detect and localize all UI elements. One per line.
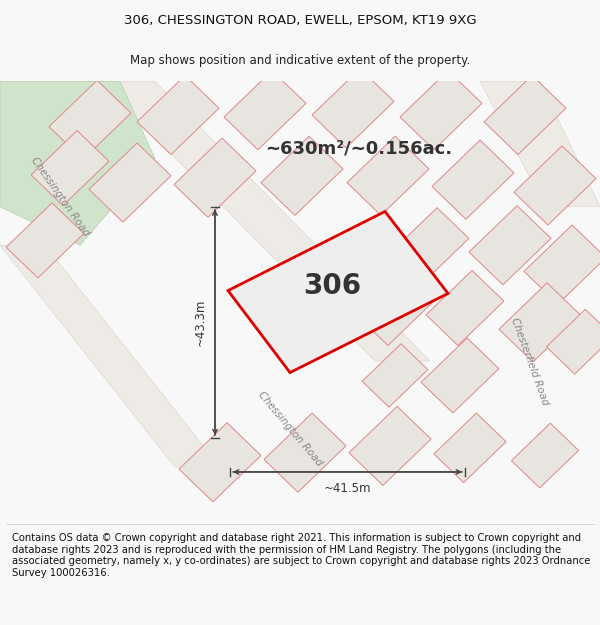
Polygon shape (480, 81, 600, 207)
Polygon shape (264, 413, 346, 492)
Text: Chessington Road: Chessington Road (256, 389, 324, 468)
Polygon shape (49, 80, 131, 159)
Polygon shape (421, 338, 499, 413)
Polygon shape (261, 136, 343, 216)
Polygon shape (469, 206, 551, 285)
Polygon shape (179, 422, 261, 502)
Polygon shape (228, 211, 448, 372)
Text: ~630m²/~0.156ac.: ~630m²/~0.156ac. (265, 140, 452, 158)
Polygon shape (499, 283, 581, 362)
Polygon shape (347, 136, 429, 216)
Polygon shape (312, 69, 394, 148)
Polygon shape (224, 71, 306, 150)
Text: Chessington Road: Chessington Road (29, 156, 91, 238)
Polygon shape (511, 423, 578, 488)
Polygon shape (31, 131, 109, 206)
Polygon shape (547, 309, 600, 374)
Polygon shape (0, 245, 220, 467)
Polygon shape (432, 140, 514, 219)
Polygon shape (484, 76, 566, 154)
Polygon shape (524, 225, 600, 304)
Polygon shape (0, 81, 155, 245)
Text: 306, CHESSINGTON ROAD, EWELL, EPSOM, KT19 9XG: 306, CHESSINGTON ROAD, EWELL, EPSOM, KT1… (124, 14, 476, 27)
Polygon shape (349, 406, 431, 486)
Polygon shape (89, 143, 171, 222)
Polygon shape (514, 146, 596, 225)
Text: 306: 306 (303, 272, 361, 300)
Polygon shape (434, 413, 506, 482)
Polygon shape (391, 208, 469, 282)
Polygon shape (6, 203, 84, 278)
Polygon shape (356, 271, 434, 346)
Text: Map shows position and indicative extent of the property.: Map shows position and indicative extent… (130, 54, 470, 68)
Text: ~41.5m: ~41.5m (324, 482, 371, 494)
Polygon shape (174, 138, 256, 218)
Polygon shape (100, 81, 430, 361)
Polygon shape (400, 71, 482, 150)
Polygon shape (362, 344, 428, 408)
Polygon shape (137, 76, 219, 154)
Text: Contains OS data © Crown copyright and database right 2021. This information is : Contains OS data © Crown copyright and d… (12, 533, 590, 578)
Polygon shape (426, 271, 504, 346)
Text: ~43.3m: ~43.3m (194, 299, 207, 346)
Text: Chesterfield Road: Chesterfield Road (509, 316, 551, 406)
